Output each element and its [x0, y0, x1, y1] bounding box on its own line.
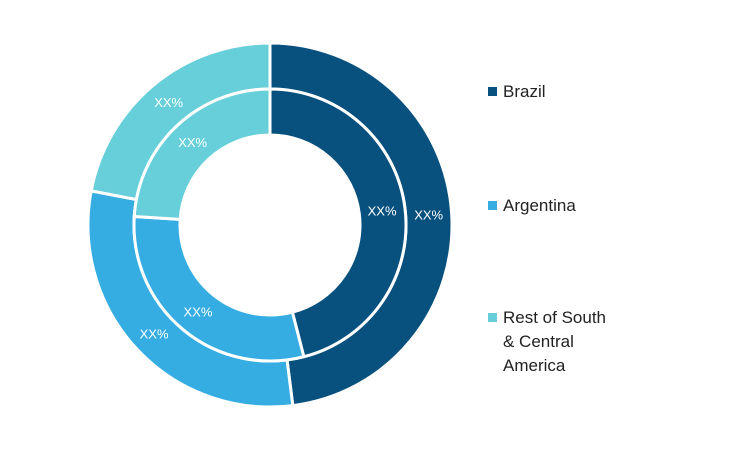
legend-swatch-argentina: [488, 201, 497, 210]
inner-slice-rest-of-south-central-america: [132, 87, 272, 221]
legend-label-rest-of-south-central-america: Rest of South & Central America: [503, 308, 607, 375]
legend-label-brazil: Brazil: [503, 82, 546, 101]
outer-slice-label-rest-of-south-central-america: XX%: [154, 95, 183, 110]
legend-swatch-rest-of-south-central-america: [488, 313, 497, 322]
legend-swatch-brazil: [488, 87, 497, 96]
outer-slice-label-argentina: XX%: [140, 326, 169, 341]
outer-slice-label-brazil: XX%: [414, 208, 443, 223]
inner-slice-label-brazil: XX%: [368, 203, 397, 218]
donut-slice-labels: XX% XX% XX% XX% XX% XX%: [140, 95, 444, 341]
legend-item-rest-of-south-central-america: Rest of South & Central America: [488, 306, 643, 378]
inner-slice-label-argentina: XX%: [184, 305, 213, 320]
legend-label-argentina: Argentina: [503, 196, 576, 215]
inner-slice-brazil: [268, 87, 408, 359]
inner-slice-argentina: [132, 214, 306, 363]
donut-slices: [86, 41, 454, 409]
inner-slice-label-rest-of-south-central-america: XX%: [178, 135, 207, 150]
legend-item-argentina: Argentina: [488, 194, 643, 218]
legend-item-brazil: Brazil: [488, 80, 643, 104]
